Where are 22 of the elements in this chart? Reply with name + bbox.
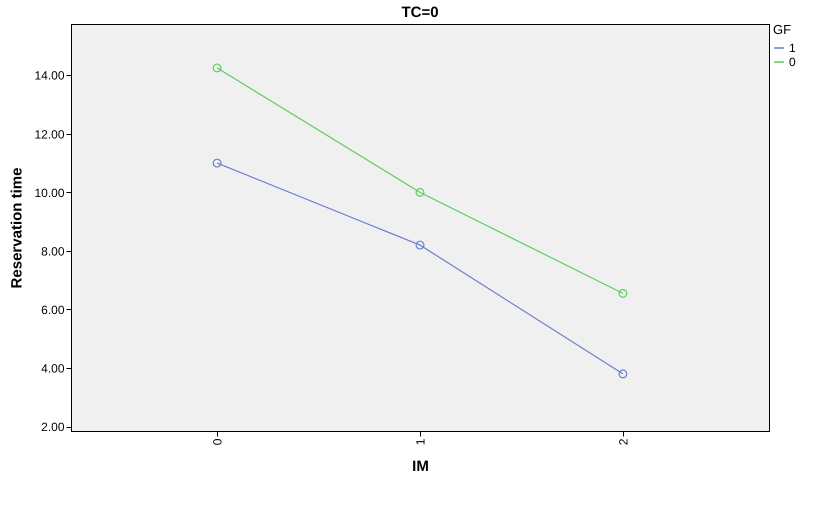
y-tick-label: 8.00 xyxy=(41,244,65,258)
chart-title: TC=0 xyxy=(401,4,439,21)
y-tick-label: 12.00 xyxy=(34,127,65,142)
x-tick-label: 0 xyxy=(210,438,225,446)
x-tick-label: 1 xyxy=(414,438,428,446)
legend-label: 0 xyxy=(789,55,796,69)
y-tick-label: 6.00 xyxy=(41,302,65,317)
point xyxy=(212,158,222,168)
y-tick-label: 10.00 xyxy=(34,186,65,200)
x-tick-label: 2 xyxy=(616,438,630,446)
legend-title: GF xyxy=(773,22,792,37)
y-tick-label: 2.00 xyxy=(41,420,65,434)
x-axis-title: IM xyxy=(412,458,429,476)
y-tick-label: 14.00 xyxy=(34,68,65,83)
point xyxy=(618,288,628,298)
point xyxy=(416,240,424,250)
point xyxy=(416,188,424,197)
point xyxy=(618,369,628,378)
legend-label: 1 xyxy=(789,41,796,55)
y-tick-label: 4.00 xyxy=(41,362,65,376)
y-axis-title: Reservation time xyxy=(8,168,26,288)
point xyxy=(212,63,222,72)
